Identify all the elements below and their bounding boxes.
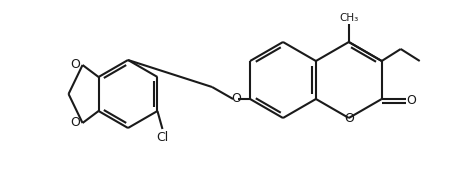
Text: CH₃: CH₃ [339, 13, 359, 23]
Text: O: O [71, 59, 81, 71]
Text: O: O [231, 93, 241, 105]
Text: O: O [71, 117, 81, 129]
Text: O: O [344, 112, 354, 124]
Text: O: O [407, 94, 417, 107]
Text: Cl: Cl [156, 131, 169, 144]
